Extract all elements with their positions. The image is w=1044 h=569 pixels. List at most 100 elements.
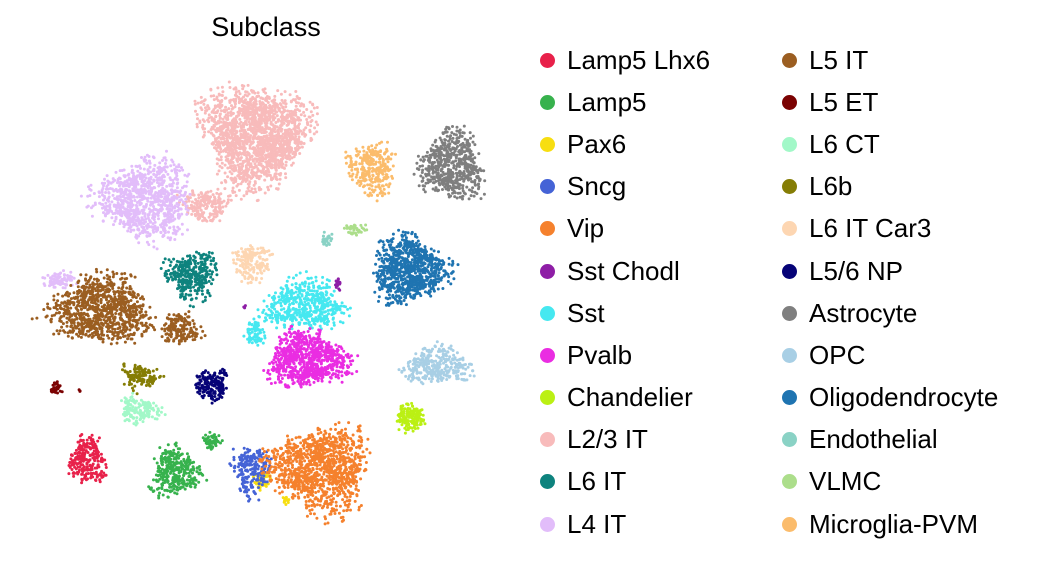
scatter-point: [243, 451, 247, 455]
scatter-point: [161, 481, 165, 485]
scatter-point: [320, 475, 324, 479]
scatter-point: [286, 483, 290, 487]
scatter-point: [169, 470, 173, 474]
scatter-point: [347, 314, 351, 318]
scatter-point: [289, 325, 293, 328]
scatter-point: [307, 334, 311, 338]
scatter-point: [302, 312, 306, 316]
scatter-point: [236, 125, 240, 129]
scatter-point: [349, 484, 353, 488]
scatter-point: [278, 177, 282, 181]
scatter-point: [161, 460, 165, 464]
scatter-point: [86, 451, 90, 454]
scatter-point: [310, 372, 314, 376]
scatter-point: [267, 471, 271, 475]
scatter-point: [299, 335, 303, 339]
scatter-point: [283, 383, 287, 387]
scatter-point: [283, 475, 286, 479]
scatter-point: [282, 456, 286, 460]
scatter-point: [302, 321, 306, 325]
scatter-point: [100, 458, 104, 462]
scatter-point: [416, 418, 420, 422]
scatter-point: [333, 487, 337, 491]
scatter-point: [340, 374, 344, 378]
scatter-point: [314, 120, 318, 124]
scatter-point: [257, 486, 260, 490]
scatter-point: [77, 447, 81, 451]
scatter-point: [220, 181, 224, 185]
scatter-point: [204, 433, 208, 437]
scatter-point: [309, 110, 313, 114]
scatter-point: [300, 490, 303, 494]
scatter-point: [343, 494, 347, 498]
scatter-point: [100, 469, 104, 473]
scatter-point: [277, 295, 281, 299]
scatter-point: [314, 491, 318, 494]
scatter-point: [276, 319, 280, 323]
scatter-point: [289, 480, 293, 484]
scatter-point: [275, 346, 279, 349]
scatter-point: [340, 519, 344, 523]
scatter-point: [174, 457, 178, 461]
scatter-point: [262, 119, 266, 122]
scatter-point: [256, 474, 260, 478]
scatter-point: [214, 442, 218, 445]
scatter-point: [299, 449, 303, 453]
scatter-point: [338, 504, 342, 508]
scatter-point: [197, 471, 201, 475]
scatter-point: [255, 95, 259, 99]
scatter-point: [196, 101, 200, 105]
scatter-point: [305, 118, 309, 121]
scatter-point: [298, 321, 302, 325]
scatter-point: [152, 457, 156, 461]
scatter-point: [327, 449, 330, 453]
scatter-point: [296, 472, 300, 476]
scatter-point: [298, 480, 302, 484]
scatter-point: [242, 194, 246, 198]
scatter-point: [277, 335, 281, 339]
scatter-point: [346, 508, 349, 512]
scatter-point: [399, 404, 403, 408]
scatter-point: [306, 318, 310, 322]
scatter-point: [277, 485, 281, 489]
scatter-point: [274, 291, 277, 295]
scatter-point: [289, 471, 293, 475]
scatter-point: [322, 349, 326, 353]
scatter-point: [300, 344, 304, 348]
scatter-point: [322, 306, 326, 310]
scatter-point: [399, 419, 403, 423]
scatter-point: [104, 466, 108, 469]
scatter-point: [180, 467, 184, 471]
scatter-point: [299, 302, 303, 306]
scatter-point: [320, 439, 324, 443]
scatter-point: [300, 318, 304, 322]
scatter-point: [228, 86, 232, 89]
scatter-point: [353, 499, 357, 503]
scatter-point: [202, 119, 206, 123]
scatter-point: [245, 477, 249, 480]
scatter-point: [283, 499, 287, 503]
scatter-point: [250, 154, 254, 158]
scatter-point: [161, 478, 165, 482]
scatter-point: [188, 479, 192, 482]
scatter-point: [276, 351, 280, 355]
scatter-point: [80, 439, 84, 443]
scatter-point: [218, 116, 222, 120]
scatter-point: [237, 473, 241, 477]
scatter-point: [280, 472, 284, 476]
scatter-point: [269, 382, 273, 385]
scatter-point: [328, 345, 332, 349]
scatter-point: [286, 486, 290, 489]
scatter-point: [93, 466, 97, 470]
scatter-point: [295, 350, 299, 354]
scatter-point: [325, 441, 329, 445]
scatter-point: [341, 515, 345, 519]
scatter-point: [169, 457, 173, 461]
scatter-point: [294, 345, 298, 349]
scatter-point: [292, 350, 296, 354]
scatter-point: [152, 489, 156, 493]
scatter-point: [80, 478, 84, 482]
scatter-point: [315, 477, 319, 481]
scatter-point: [209, 88, 213, 92]
scatter-point: [249, 468, 252, 472]
